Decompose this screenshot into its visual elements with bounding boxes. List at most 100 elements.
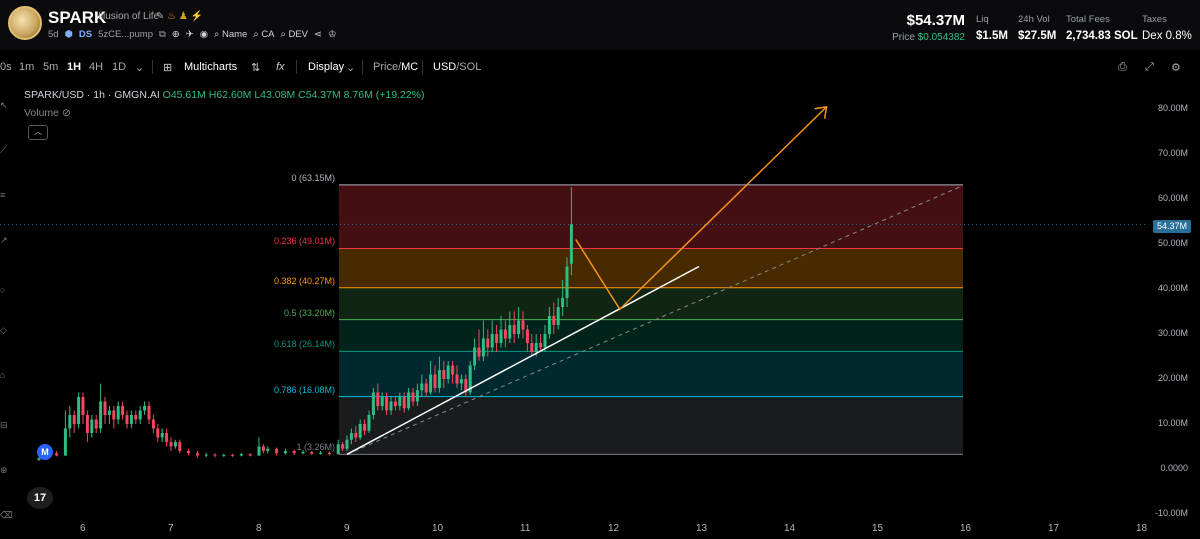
token-address: 5zCE...pump xyxy=(98,29,153,40)
legend-close: C54.37M xyxy=(298,89,341,101)
x-tick: 7 xyxy=(168,523,174,534)
candle-body xyxy=(160,433,164,438)
fib-label: 0.5 (33.20M) xyxy=(283,307,335,318)
candle-body xyxy=(349,433,353,440)
candle-body xyxy=(165,433,169,442)
twitter-icon[interactable]: ◉ xyxy=(199,29,209,40)
camera-icon[interactable]: ⎙ xyxy=(1118,61,1127,73)
share-icon[interactable]: ⋖ xyxy=(314,29,322,40)
candle-body xyxy=(468,365,472,393)
trash-icon[interactable]: ⌫ xyxy=(0,510,13,520)
legend-low: L43.08M xyxy=(254,89,296,101)
fib-icon[interactable]: ≡ xyxy=(0,190,6,200)
y-tick: 60.00M xyxy=(1157,193,1188,203)
name-search-link[interactable]: ⌕ Name xyxy=(214,29,248,40)
price-mc-toggle[interactable]: Price/MC xyxy=(373,61,419,73)
price-chart[interactable] xyxy=(0,82,1200,539)
multicharts-button[interactable]: Multicharts xyxy=(184,61,238,73)
tf-0s[interactable]: 0s xyxy=(0,61,12,73)
candle-body xyxy=(385,397,389,411)
candle-body xyxy=(138,410,142,420)
telegram-icon[interactable]: ✈ xyxy=(185,29,194,40)
tf-4h[interactable]: 4H xyxy=(89,61,104,73)
dev-search-link[interactable]: ⌕ DEV xyxy=(280,29,309,40)
tf-1h[interactable]: 1H xyxy=(67,61,82,73)
indicators-icon[interactable]: ⇅ xyxy=(251,62,261,74)
candle-body xyxy=(429,374,433,393)
arrow-icon[interactable]: ↗ xyxy=(0,235,8,245)
copy-icon[interactable]: ⧉ xyxy=(159,29,166,40)
liq-value: $1.5M xyxy=(976,30,1008,42)
candle-body xyxy=(543,334,547,348)
edit-icon[interactable]: ✎ xyxy=(156,11,165,22)
tf-1d[interactable]: 1D xyxy=(112,61,127,73)
y-tick: -10.00M xyxy=(1154,508,1188,518)
tag-icon[interactable]: ◇ xyxy=(0,325,7,335)
candle-body xyxy=(402,397,406,409)
chevron-down-icon[interactable]: ⌄ xyxy=(135,62,145,74)
fullscreen-icon[interactable]: ⤢ xyxy=(1145,61,1154,73)
cursor-icon[interactable]: ↖ xyxy=(0,100,8,110)
candle-body xyxy=(143,406,147,411)
arrow-head xyxy=(814,105,828,119)
tf-5m[interactable]: 5m xyxy=(43,61,59,73)
ds-icon: ⬢ xyxy=(64,29,73,40)
chart-legend: SPARK/USD · 1h · GMGN.AI O45.61M H62.60M… xyxy=(24,89,425,101)
x-tick: 13 xyxy=(696,523,708,534)
projection-arrow xyxy=(575,106,828,311)
circle-icon[interactable]: ○ xyxy=(0,285,6,295)
fib-zone xyxy=(339,396,963,455)
y-tick: 70.00M xyxy=(1157,148,1188,158)
x-tick: 15 xyxy=(872,523,884,534)
candle-body xyxy=(547,316,551,334)
pin-icon[interactable]: ⌂ xyxy=(0,370,6,380)
y-tick: 0.0000 xyxy=(1160,463,1188,473)
eye-off-icon[interactable]: ⊘ xyxy=(61,107,71,119)
x-tick: 17 xyxy=(1048,523,1060,534)
marker-badge[interactable]: M xyxy=(37,444,53,460)
candle-body xyxy=(354,433,358,438)
volume-legend: Volume ⊘ xyxy=(24,107,71,119)
candle-body xyxy=(103,401,107,415)
fib-label: 1 (3.26M) xyxy=(296,442,335,453)
zoom-icon[interactable]: ⊕ xyxy=(0,465,8,475)
candle-body xyxy=(90,419,94,433)
candle-body xyxy=(63,428,67,456)
fx-button[interactable]: fx xyxy=(276,61,285,73)
candle-body xyxy=(442,370,446,379)
candle-body xyxy=(195,453,199,456)
chevron-down-icon[interactable]: ⌄ xyxy=(346,62,356,74)
settings-icon[interactable]: ⚙ xyxy=(1171,62,1181,74)
tf-1m[interactable]: 1m xyxy=(19,61,35,73)
candle-body xyxy=(151,419,155,429)
ruler-icon[interactable]: ⊟ xyxy=(0,420,8,430)
display-button[interactable]: Display xyxy=(308,61,345,73)
candle-body xyxy=(301,451,305,454)
x-tick: 18 xyxy=(1136,523,1148,534)
fib-zone xyxy=(339,319,963,352)
fib-zone xyxy=(339,351,963,397)
collapse-legend-button[interactable]: ︿ xyxy=(28,125,48,140)
globe-icon[interactable]: ⊕ xyxy=(171,29,180,40)
fees-value: 2,734.83 SOL xyxy=(1066,30,1138,42)
add-chart-icon[interactable]: ⊞ xyxy=(163,62,173,74)
candle-body xyxy=(508,325,512,339)
candle-body xyxy=(94,419,98,429)
trendline-icon[interactable]: ⟋ xyxy=(0,145,7,155)
candle-body xyxy=(552,316,556,325)
crown-icon[interactable]: ♔ xyxy=(328,29,337,40)
projection-trendline xyxy=(346,185,964,455)
candle-body xyxy=(376,392,380,406)
ca-search-link[interactable]: ⌕ CA xyxy=(253,29,275,40)
candle-body xyxy=(283,451,287,454)
tradingview-logo[interactable]: 17 xyxy=(27,487,53,509)
candle-body xyxy=(129,415,133,424)
y-tick: 30.00M xyxy=(1157,328,1188,338)
candle-body xyxy=(112,410,116,420)
y-tick: 80.00M xyxy=(1157,103,1188,113)
candle-body xyxy=(424,383,428,393)
token-badges: ✎ ♨ ♟ ⚡ xyxy=(156,11,203,22)
vol-value: $27.5M xyxy=(1018,30,1057,42)
price-line: Price $0.054382 xyxy=(892,32,965,43)
usd-sol-toggle[interactable]: USD/SOL xyxy=(433,61,482,73)
